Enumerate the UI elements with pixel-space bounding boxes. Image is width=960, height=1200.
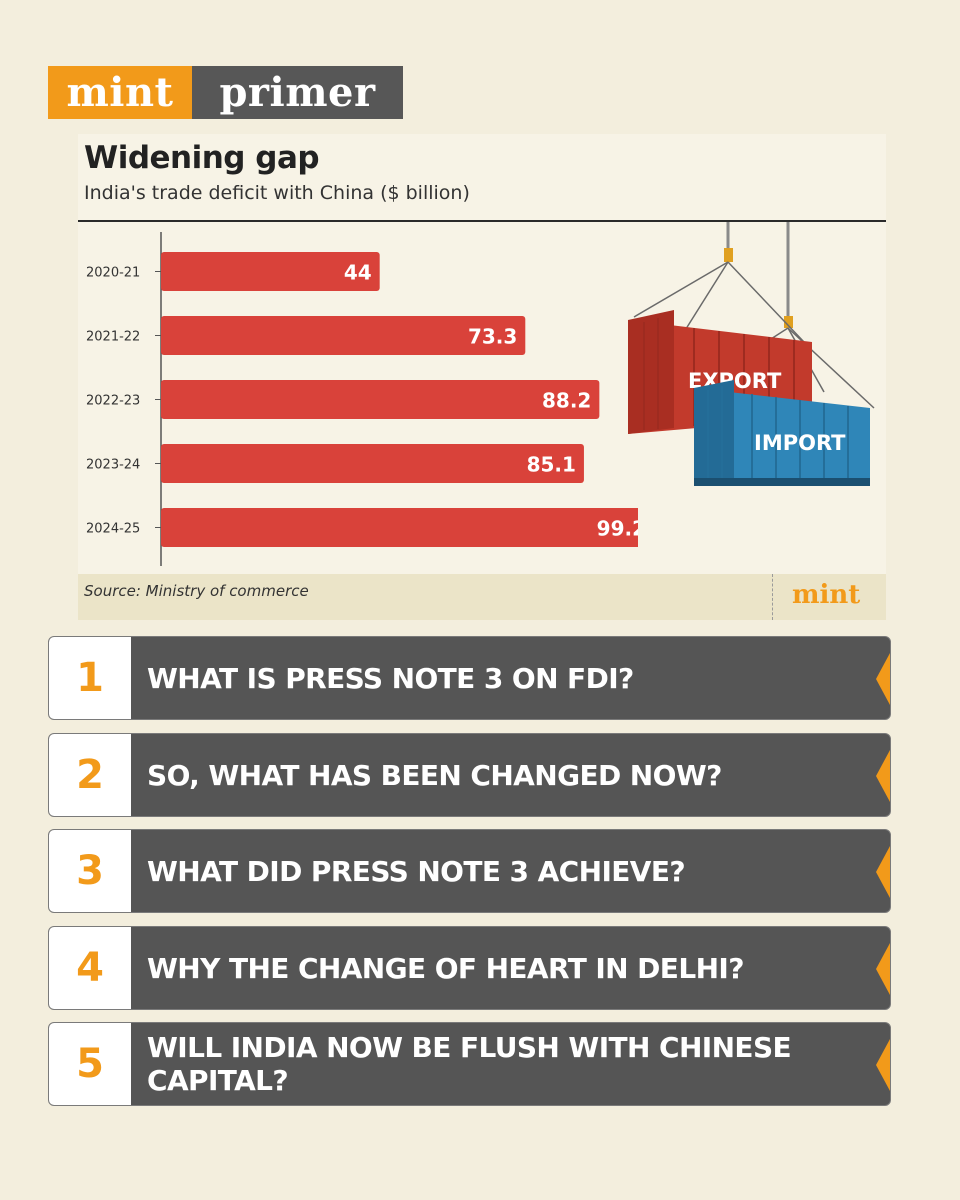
bar (161, 380, 600, 419)
question-number: 4 (49, 927, 131, 1009)
title-rule (78, 220, 886, 222)
chart-footer: Source: Ministry of commerce mint (78, 574, 886, 620)
chart-card: Widening gap India's trade deficit with … (78, 134, 886, 620)
chart-subtitle: India's trade deficit with China ($ bill… (84, 182, 470, 204)
shipping-containers-illustration: EXPORT IMPORT (628, 222, 875, 486)
value-label: 88.2 (542, 389, 591, 413)
question-number: 5 (49, 1023, 131, 1105)
bar (161, 508, 638, 547)
expand-arrow-icon[interactable] (874, 653, 890, 705)
value-label: 99.2 (597, 517, 638, 541)
import-label: IMPORT (754, 431, 846, 455)
question-text: SO, WHAT HAS BEEN CHANGED NOW? (147, 758, 722, 792)
mint-logo: mint (48, 66, 192, 119)
category-label: 2020-21 (86, 266, 140, 281)
question-4[interactable]: 4 WHY THE CHANGE OF HEART IN DELHI? (48, 926, 891, 1010)
bar-chart: 2020-21 44 2021-22 73.3 2022-23 88.2 2023-24 85… (86, 232, 638, 566)
question-text: WILL INDIA NOW BE FLUSH WITH CHINESE CAP… (147, 1031, 792, 1097)
chart-source: Source: Ministry of commerce (84, 582, 309, 600)
expand-arrow-icon[interactable] (874, 846, 890, 898)
category-label: 2021-22 (86, 330, 140, 345)
value-label: 44 (344, 261, 372, 285)
expand-arrow-icon[interactable] (874, 1039, 890, 1091)
question-number: 3 (49, 830, 131, 912)
category-label: 2022-23 (86, 394, 140, 409)
question-3[interactable]: 3 WHAT DID PRESS NOTE 3 ACHIEVE? (48, 829, 891, 913)
value-label: 85.1 (527, 453, 576, 477)
masthead: mint primer (48, 66, 403, 119)
bar (161, 252, 380, 291)
mint-footer-logo: mint (792, 580, 861, 610)
question-text: WHY THE CHANGE OF HEART IN DELHI? (147, 951, 744, 985)
question-text: WHAT DID PRESS NOTE 3 ACHIEVE? (147, 854, 686, 888)
footer-divider (772, 574, 773, 620)
question-5[interactable]: 5 WILL INDIA NOW BE FLUSH WITH CHINESE C… (48, 1022, 891, 1106)
chart-title: Widening gap (84, 140, 320, 176)
question-number: 2 (49, 734, 131, 816)
primer-label: primer (192, 66, 403, 119)
question-text: WHAT IS PRESS NOTE 3 ON FDI? (147, 661, 634, 695)
bar (161, 316, 526, 355)
expand-arrow-icon[interactable] (874, 750, 890, 802)
question-2[interactable]: 2 SO, WHAT HAS BEEN CHANGED NOW? (48, 733, 891, 817)
category-label: 2024-25 (86, 522, 140, 537)
bar (161, 444, 584, 483)
value-label: 73.3 (468, 325, 517, 349)
question-number: 1 (49, 637, 131, 719)
expand-arrow-icon[interactable] (874, 943, 890, 995)
category-label: 2023-24 (86, 458, 140, 473)
question-1[interactable]: 1 WHAT IS PRESS NOTE 3 ON FDI? (48, 636, 891, 720)
